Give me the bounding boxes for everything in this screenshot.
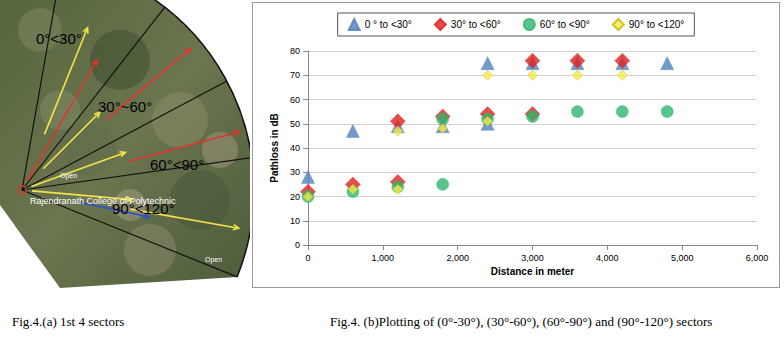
svg-text:Open: Open (60, 172, 77, 180)
svg-text:10: 10 (290, 216, 300, 226)
svg-text:4,000: 4,000 (596, 253, 619, 263)
svg-text:0: 0 (295, 240, 300, 250)
svg-text:0 ° to <30°: 0 ° to <30° (365, 19, 412, 30)
svg-text:50: 50 (290, 119, 300, 129)
svg-text:30: 30 (290, 167, 300, 177)
svg-text:90° to <120°: 90° to <120° (629, 19, 685, 30)
svg-text:6,000: 6,000 (746, 253, 769, 263)
svg-text:0: 0 (305, 253, 310, 263)
svg-text:30°~60°: 30°~60° (98, 98, 152, 115)
svg-text:Distance in meter: Distance in meter (491, 266, 574, 277)
svg-text:0°<30°: 0°<30° (36, 30, 82, 47)
svg-text:90°<120°: 90°<120° (112, 200, 175, 217)
html-text:Fig.4. (b)Plotting of (0°-30°): Fig.4. (b)Plotting of (0°-30°), (30°-60°… (330, 314, 713, 329)
svg-text:70: 70 (290, 70, 300, 80)
svg-text:5,000: 5,000 (671, 253, 694, 263)
svg-text:Rajendranath College of Polyte: Rajendranath College of Polytechnic (30, 196, 176, 206)
svg-text:60° to <90°: 60° to <90° (540, 19, 590, 30)
html-text:Fig.4.(a) 1st 4 sectors: Fig.4.(a) 1st 4 sectors (12, 314, 125, 329)
svg-text:Pathloss in dB: Pathloss in dB (269, 113, 280, 182)
svg-text:80: 80 (290, 46, 300, 56)
svg-text:Open: Open (205, 256, 222, 264)
svg-text:60: 60 (290, 95, 300, 105)
svg-text:3,000: 3,000 (521, 253, 544, 263)
svg-text:2,000: 2,000 (446, 253, 469, 263)
svg-text:30° to <60°: 30° to <60° (451, 19, 501, 30)
svg-text:60°<90°: 60°<90° (150, 156, 204, 173)
svg-text:40: 40 (290, 143, 300, 153)
svg-text:20: 20 (290, 192, 300, 202)
svg-text:1,000: 1,000 (372, 253, 395, 263)
